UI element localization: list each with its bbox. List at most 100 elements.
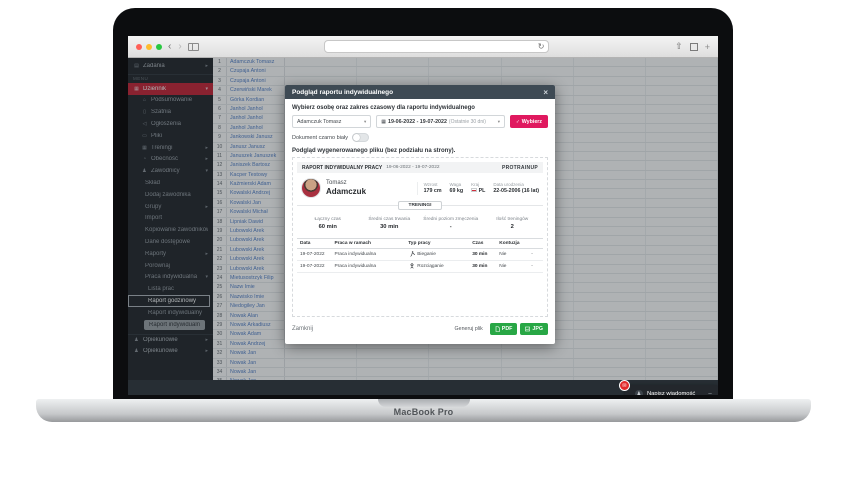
sidebar-item-porownaj[interactable]: Porównaj	[128, 260, 213, 272]
sidebar-item-kopiowanie-zawodnikow[interactable]: Kopiowanie zawodników	[128, 224, 213, 236]
sidebar-item-label: Pliki	[151, 132, 163, 139]
sidebar-item-szatnia[interactable]: ▯ Szatnia	[128, 106, 213, 118]
sidebar-item-dane-dostepowe[interactable]: Dane dostępowe	[128, 236, 213, 248]
player-link[interactable]: Górka Kordian	[227, 95, 285, 104]
player-link[interactable]: Nowak Jan	[227, 349, 285, 358]
player-link[interactable]: Janiszek Bartosz	[227, 161, 285, 170]
sidebar-item-import[interactable]: Import	[128, 213, 213, 225]
player-link[interactable]: Niedogiley Jan	[227, 302, 285, 311]
table-cell	[502, 133, 574, 142]
player-link[interactable]: Nowak Adam	[227, 330, 285, 339]
table-cell	[502, 123, 574, 133]
sidebar-item-grupy[interactable]: Grupy ▸	[128, 201, 213, 213]
player-link[interactable]: Kacper Testowy	[227, 170, 285, 180]
player-link[interactable]: Kowalski Michał	[227, 208, 285, 217]
address-bar[interactable]: ↻	[324, 40, 550, 53]
tab-treningi[interactable]: TRENINGI	[397, 201, 443, 210]
player-link[interactable]: Janusz Janusz	[227, 142, 285, 151]
locker-icon: ▯	[143, 109, 146, 116]
table-cell	[502, 198, 574, 208]
player-link[interactable]: Adamczuk Tomasz	[227, 58, 285, 67]
player-link[interactable]: Nowak Jan	[227, 358, 285, 367]
row-number: 30	[213, 330, 227, 339]
sidebar-item-obecnosc[interactable]: ◔ Obecność ▸	[128, 154, 213, 166]
player-link[interactable]: Czupaja Antoni	[227, 76, 285, 86]
table-cell	[646, 339, 718, 349]
close-icon[interactable]: ×	[543, 87, 548, 97]
player-link[interactable]: Nazw Imie	[227, 283, 285, 292]
sidebar-item-raporty[interactable]: Raporty ▸	[128, 248, 213, 260]
player-link[interactable]: Nowak Arkadiusz	[227, 320, 285, 330]
player-link[interactable]: Januszek Januszek	[227, 151, 285, 161]
player-link[interactable]: Nowak Andrzej	[227, 339, 285, 349]
player-link[interactable]: Czupaja Antoni	[227, 67, 285, 76]
player-link[interactable]: Janhol Janhol	[227, 114, 285, 123]
player-link[interactable]: Lubowski Arek	[227, 255, 285, 264]
player-link[interactable]: Czerwiński Marek	[227, 86, 285, 95]
player-link[interactable]: Lubowski Arek	[227, 245, 285, 255]
player-link[interactable]: Lipniak Dawid	[227, 217, 285, 227]
column-header: Czas	[469, 237, 497, 249]
sidebar-item-lista-prac[interactable]: Lista prac	[128, 283, 213, 295]
sidebar-item-raport-godzinowy[interactable]: Raport godzinowy	[128, 295, 210, 307]
player-link[interactable]: Kowalski Andrzej	[227, 189, 285, 198]
player-link[interactable]: Nazwisko Imie	[227, 292, 285, 302]
sidebar-item-dodaj-zawodnika[interactable]: Dodaj zawodnika	[128, 189, 213, 201]
player-link[interactable]: Kowalski Jan	[227, 198, 285, 208]
player-link[interactable]: Lubowski Arek	[227, 264, 285, 273]
toggle-knob	[352, 134, 360, 141]
zoom-window-icon[interactable]	[156, 43, 162, 50]
person-select[interactable]: Adamczuk Tomasz ▾	[292, 115, 372, 128]
close-modal-link[interactable]: Zamknij	[292, 326, 314, 332]
sidebar-item-opiekunowie-2[interactable]: ♟ Opiekunowie ▸	[128, 346, 213, 358]
report-preview: RAPORT INDYWIDUALNY PRACY 19-06-2022 - 1…	[292, 157, 548, 317]
player-link[interactable]: Lubowski Arek	[227, 236, 285, 245]
close-window-icon[interactable]	[136, 43, 142, 50]
bw-document-label: Dokument czarno biały	[292, 134, 348, 141]
bw-toggle[interactable]	[351, 133, 369, 142]
sidebar-item-opiekunowie-1[interactable]: ♟ Opiekunowie ▸	[128, 333, 213, 346]
stat-label: Waga	[449, 181, 462, 187]
new-tab-button[interactable]: +	[704, 41, 710, 52]
tabs-overview-icon[interactable]	[689, 42, 698, 51]
back-button[interactable]: ‹	[168, 40, 172, 52]
table-cell	[285, 76, 358, 86]
laptop-notch	[377, 399, 470, 407]
sidebar-item-podsumowanie[interactable]: ⌂ Podsumowanie	[128, 95, 213, 107]
preview-label: Podgląd wygenerowanego pliku (bez podzia…	[292, 148, 456, 154]
sidebar-item-treningi[interactable]: ▦ Treningi ▸	[128, 142, 213, 154]
row-number: 27	[213, 302, 227, 311]
player-link[interactable]: Nowak Jan	[227, 367, 285, 377]
choose-button[interactable]: ✓ Wybierz	[510, 115, 548, 128]
player-link[interactable]: Jankowski Janusz	[227, 133, 285, 142]
export-jpg-button[interactable]: JPG	[520, 323, 548, 335]
summary-value: 30 min	[380, 223, 399, 230]
player-link[interactable]: Lubowski Arek	[227, 227, 285, 236]
sidebar-item-label: Dodaj zawodnika	[145, 191, 191, 198]
sidebar-toggle-icon[interactable]	[187, 42, 199, 51]
sidebar-item-praca-indywidualna[interactable]: Praca indywidualna ▾	[128, 272, 213, 284]
export-pdf-button[interactable]: PDF	[489, 323, 518, 335]
chat-widget[interactable]: ✉ ♟ Napisz wiadomość −	[619, 380, 718, 396]
sidebar-item-dziennik[interactable]: ▦ Dziennik ▾	[128, 82, 213, 95]
sidebar-item-sklad[interactable]: Skład	[128, 177, 213, 189]
sidebar-item-label: Raport indywidualny	[148, 309, 203, 316]
player-link[interactable]: Janhol Janhol	[227, 123, 285, 133]
sidebar-item-pliki[interactable]: ▭ Pliki	[128, 130, 213, 142]
sidebar-item-raport-indywidualny[interactable]: Raport indywidualny	[128, 307, 213, 319]
player-link[interactable]: Mietusostrzyk Filip	[227, 273, 285, 283]
forward-button[interactable]: ›	[178, 40, 182, 52]
sidebar-item-ogloszenia[interactable]: ◁ Ogłoszenia	[128, 118, 213, 130]
minimize-chat-icon[interactable]: −	[707, 390, 712, 396]
share-icon[interactable]: ⇧	[675, 41, 683, 51]
date-range-picker[interactable]: ▦ 19-06-2022 - 19-07-2022 (Ostatnie 30 d…	[376, 115, 505, 128]
refresh-icon[interactable]: ↻	[537, 41, 545, 51]
player-link[interactable]: Janhol Janhol	[227, 104, 285, 114]
sidebar-item-zawodnicy[interactable]: ♟ Zawodnicy ▾	[128, 165, 213, 177]
minimize-window-icon[interactable]	[146, 43, 152, 50]
table-cell	[646, 58, 718, 67]
player-link[interactable]: Nowak Alan	[227, 311, 285, 320]
calendar-icon: ▦	[381, 118, 386, 125]
sidebar-item-zadania[interactable]: ▤ Zadania ▸	[128, 60, 213, 72]
player-link[interactable]: Kaźmierski Adam	[227, 180, 285, 189]
